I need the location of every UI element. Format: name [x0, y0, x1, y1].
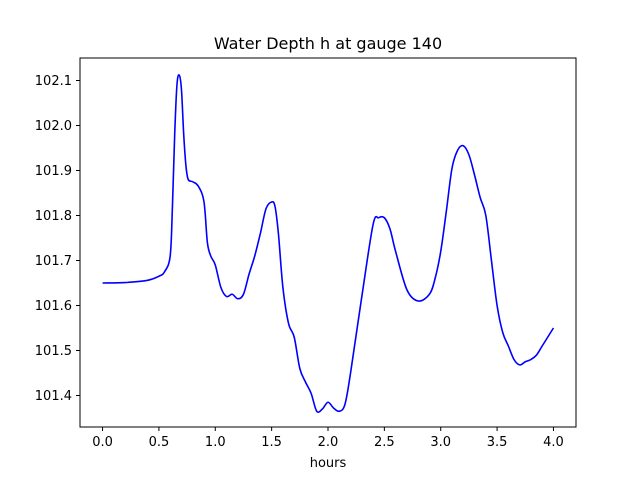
x-axis: 0.0 0.5 1.0 1.5 2.0 2.5 3.0 3.5 4.0	[92, 427, 564, 450]
x-tick-label: 1.5	[261, 435, 282, 450]
y-tick-label: 102.1	[35, 74, 72, 89]
y-tick-label: 101.4	[35, 389, 72, 404]
x-tick-label: 2.0	[318, 435, 339, 450]
y-tick-label: 102.0	[35, 119, 72, 134]
plot-frame	[79, 57, 577, 428]
x-axis-label: hours	[310, 456, 347, 471]
y-tick-label: 101.5	[35, 344, 72, 359]
y-tick-label: 101.8	[35, 209, 72, 224]
y-tick-label: 101.7	[35, 254, 72, 269]
y-tick-label: 101.6	[35, 299, 72, 314]
x-tick-label: 3.5	[487, 435, 508, 450]
x-tick-label: 3.0	[430, 435, 451, 450]
x-tick-label: 0.5	[149, 435, 170, 450]
x-tick-label: 0.0	[92, 435, 113, 450]
y-axis: 101.4 101.5 101.6 101.7 101.8 101.9 102.0 102.1	[35, 74, 80, 404]
x-tick-label: 4.0	[543, 435, 564, 450]
x-tick-label: 2.5	[374, 435, 395, 450]
chart-title: Water Depth h at gauge 140	[214, 34, 442, 53]
y-tick-label: 101.9	[35, 164, 72, 179]
series-line	[102, 74, 555, 414]
x-tick-label: 1.0	[205, 435, 226, 450]
plot-lines	[102, 74, 555, 414]
